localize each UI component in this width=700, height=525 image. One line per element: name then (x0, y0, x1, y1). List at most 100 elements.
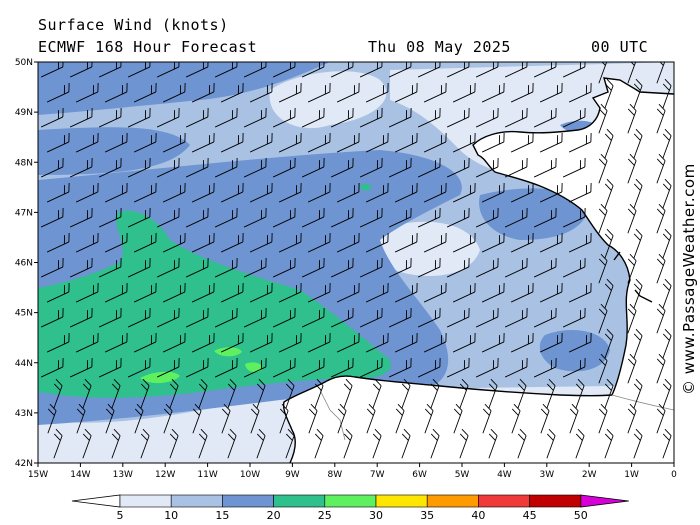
wind-barb (662, 428, 672, 459)
wind-barb (307, 132, 331, 153)
wind-barb (365, 132, 389, 153)
colorbar-label: 40 (471, 509, 485, 522)
wind-barb (272, 157, 296, 178)
colorbar-swatch (273, 494, 326, 508)
wind-barb (191, 82, 215, 103)
wind-barb (249, 332, 273, 353)
wind-barb (446, 307, 470, 328)
wind-barb (539, 232, 563, 253)
wind-barb (156, 257, 180, 278)
wind-barb (185, 357, 209, 378)
lon-label: 5W (455, 470, 470, 480)
wind-barb (314, 428, 324, 459)
lon-label: 8W (327, 470, 342, 480)
wind-barb (40, 107, 64, 128)
wind-barb (98, 107, 122, 128)
wind-barb (301, 157, 325, 178)
wind-barb (604, 428, 614, 459)
forecast-time: 00 UTC (591, 38, 649, 56)
wind-barb (452, 182, 476, 203)
wind-barb (475, 357, 499, 378)
wind-barb (105, 403, 115, 434)
wind-barb (191, 182, 215, 203)
wind-barb (394, 182, 418, 203)
wind-barb (127, 307, 151, 328)
wind-barb (198, 428, 208, 459)
wind-barb (598, 153, 608, 184)
lat-labels: 50N 49N 48N 47N 46N 45N 44N 43N 42N (15, 58, 38, 469)
wind-barb (533, 107, 557, 128)
wind-barb (627, 353, 637, 384)
wind-barb (627, 303, 637, 334)
wind-barb (98, 257, 122, 278)
wind-barb (75, 132, 99, 153)
wind-barb (69, 107, 93, 128)
wind-barb (475, 107, 499, 128)
wind-barb (156, 357, 180, 378)
wind-barb (285, 428, 295, 459)
colorbar-swatch (478, 494, 530, 508)
colorbar-high-arrow (580, 494, 629, 508)
wind-barb (301, 257, 325, 278)
colorbar-label: 45 (523, 509, 537, 522)
wind-barb (191, 332, 215, 353)
wind-barb (423, 132, 447, 153)
colorbar-label: 5 (117, 509, 124, 522)
wind-barb (301, 107, 325, 128)
wind-barb (278, 82, 302, 103)
wind-barb (162, 182, 186, 203)
lat-label: 47N (15, 208, 33, 218)
wind-barb (598, 303, 608, 334)
wind-barb (633, 278, 643, 309)
wind-barb (388, 257, 412, 278)
wind-barb (249, 82, 273, 103)
wind-barb (185, 307, 209, 328)
wind-barb (372, 378, 382, 409)
wind-barb (569, 403, 579, 434)
colorbar-low-arrow (71, 494, 121, 508)
wind-barb (568, 182, 592, 203)
wind-barb (53, 378, 63, 409)
colorbar-swatch (170, 494, 223, 508)
wind-barb (47, 403, 57, 434)
wind-barb (133, 282, 157, 303)
wind-barb (75, 282, 99, 303)
wind-barb (133, 232, 157, 253)
wind-barb (127, 107, 151, 128)
wind-barb (533, 207, 557, 228)
wind-barb (627, 403, 637, 434)
wind-barb (604, 328, 614, 359)
wind-barb (162, 232, 186, 253)
wind-barb (656, 153, 666, 184)
wind-barb (111, 378, 121, 409)
wind-barb (627, 203, 637, 234)
wind-barb (598, 403, 608, 434)
wind-barb (278, 232, 302, 253)
wind-barb (243, 207, 267, 228)
wind-barb (488, 378, 498, 409)
wind-barb (307, 182, 331, 203)
wind-barb (214, 207, 238, 228)
colorbar-swatch (529, 494, 582, 508)
wind-barb (337, 403, 347, 434)
wind-barb (336, 132, 360, 153)
wind-barb (481, 132, 505, 153)
wind-barb (481, 182, 505, 203)
wind-barb (330, 157, 354, 178)
wind-barb (452, 132, 476, 153)
wind-barb (562, 257, 586, 278)
wind-barb (656, 203, 666, 234)
wind-barb (423, 332, 447, 353)
lon-label: 14W (70, 470, 90, 480)
lon-label: 13W (113, 470, 133, 480)
wind-barb (140, 428, 150, 459)
wind-barb (243, 107, 267, 128)
wind-barb (307, 282, 331, 303)
lat-label: 43N (15, 409, 33, 419)
wind-barb (372, 428, 382, 459)
wind-barb (388, 157, 412, 178)
wind-barb (575, 428, 585, 459)
wind-barb (162, 332, 186, 353)
wind-barb (452, 332, 476, 353)
wind-barb (162, 82, 186, 103)
